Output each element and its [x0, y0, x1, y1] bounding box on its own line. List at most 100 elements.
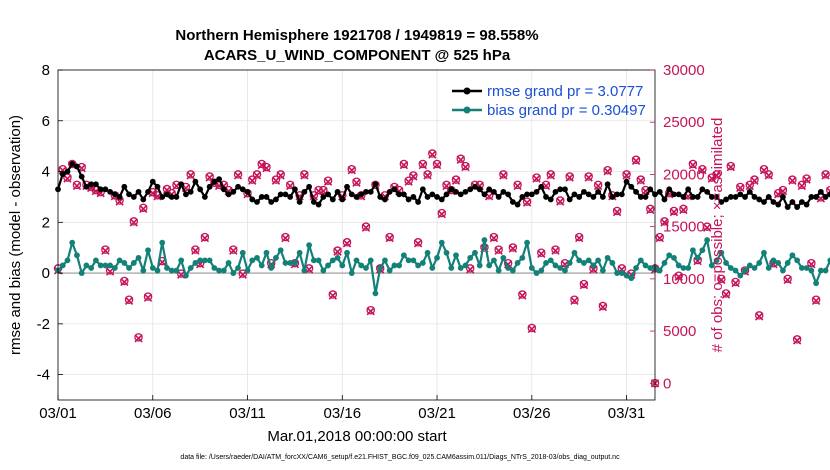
obs-possible-marker: [404, 176, 413, 185]
bias-point: [685, 265, 692, 271]
rmse-point: [273, 196, 279, 203]
rmse-point: [822, 194, 829, 200]
bias-point: [742, 267, 748, 274]
bias-point: [310, 257, 317, 264]
rmse-point: [201, 194, 208, 200]
rmse-point: [581, 188, 587, 195]
x-tick-label: 03/16: [324, 405, 362, 422]
obs-possible-marker: [72, 180, 82, 190]
rmse-point: [443, 191, 450, 198]
rmse-point: [813, 194, 819, 200]
chart-title-line2: ACARS_U_WIND_COMPONENT @ 525 hPa: [204, 47, 511, 64]
rmse-point: [604, 181, 611, 188]
obs-assimilated-marker: [238, 270, 247, 279]
obs-possible-marker: [499, 170, 508, 179]
obs-assimilated-marker: [129, 218, 138, 227]
obs-assimilated-stroke: [162, 185, 172, 195]
bias-point: [680, 265, 687, 271]
obs-assimilated-stroke: [233, 171, 243, 180]
legend-bias-label: bias grand pr = 0.30497: [487, 102, 646, 119]
obs-possible-marker: [328, 290, 338, 299]
rmse-point: [656, 188, 663, 195]
y-right-tick-label: 5000: [663, 323, 696, 340]
bias-point: [83, 262, 90, 269]
plot-frame: [57, 69, 656, 401]
obs-assimilated-stroke: [115, 197, 124, 206]
rmse-point: [405, 196, 412, 203]
rmse-point: [315, 201, 322, 208]
obs-possible-marker: [233, 170, 243, 179]
obs-possible-marker: [570, 295, 579, 304]
rmse-point: [642, 194, 649, 200]
bias-point: [618, 270, 625, 276]
bias-point: [97, 262, 104, 269]
rmse-point: [164, 191, 170, 198]
obs-possible-marker: [821, 170, 830, 179]
bias-point: [822, 267, 829, 274]
obs-assimilated-marker: [546, 171, 555, 180]
obs-assimilated-stroke: [636, 176, 645, 185]
obs-possible-marker: [489, 232, 499, 242]
rmse-point: [183, 191, 189, 198]
legend-rmse-marker: [463, 87, 471, 95]
obs-assimilated-marker: [385, 233, 394, 243]
obs-assimilated-marker: [636, 176, 645, 185]
rmse-point: [187, 188, 194, 195]
obs-assimilated-stroke: [139, 204, 148, 214]
bias-point: [334, 254, 341, 261]
obs-assimilated-stroke: [134, 334, 143, 343]
obs-assimilated-stroke: [532, 174, 541, 183]
bias-point: [192, 260, 199, 266]
bias-point: [708, 262, 715, 269]
bias-point: [514, 260, 521, 266]
obs-assimilated-marker: [750, 176, 759, 185]
obs-assimilated-marker: [432, 160, 442, 170]
bias-point: [88, 265, 95, 271]
obs-possible-marker: [342, 238, 352, 247]
rmse-point: [495, 194, 502, 200]
obs-assimilated-marker: [731, 278, 740, 288]
obs-assimilated-stroke: [811, 296, 821, 305]
rmse-point: [789, 199, 796, 205]
rmse-point: [817, 188, 824, 195]
rmse-point: [519, 194, 526, 200]
bias-point: [438, 239, 445, 246]
obs-assimilated-stroke: [319, 186, 328, 196]
bias-point: [789, 252, 796, 259]
obs-assimilated-marker: [797, 181, 807, 191]
obs-assimilated-stroke: [148, 189, 157, 198]
bias-point: [130, 260, 137, 266]
bias-point: [273, 254, 279, 261]
obs-possible-marker: [437, 208, 447, 218]
obs-possible-marker: [593, 180, 603, 190]
obs-assimilated-marker: [409, 172, 418, 181]
x-tick-label: 03/31: [608, 405, 646, 422]
obs-possible-marker: [385, 232, 394, 242]
obs-assimilated-marker: [262, 163, 271, 173]
obs-possible-marker: [129, 217, 139, 226]
bias-point: [429, 265, 436, 271]
rmse-point: [727, 194, 734, 200]
bias-point: [770, 257, 777, 264]
obs-assimilated-stroke: [257, 160, 266, 170]
bias-point: [220, 267, 227, 274]
bias-point: [775, 260, 782, 266]
rmse-point: [145, 188, 151, 195]
obs-assimilated-marker: [143, 293, 153, 302]
bias-point: [723, 260, 729, 266]
rmse-point: [344, 183, 350, 190]
rmse-point: [718, 199, 725, 205]
bias-point: [173, 267, 180, 274]
obs-assimilated-marker: [726, 162, 735, 172]
bias-point: [509, 267, 516, 274]
obs-assimilated-marker: [233, 171, 243, 180]
rmse-point: [699, 186, 706, 193]
rmse-point: [372, 181, 379, 188]
obs-assimilated-stroke: [603, 167, 612, 176]
obs-possible-marker: [285, 180, 295, 190]
rmse-point: [149, 178, 156, 185]
rmse-point: [306, 183, 313, 190]
rmse-point: [637, 194, 644, 200]
bias-point: [817, 267, 824, 274]
rmse-point: [457, 191, 464, 198]
